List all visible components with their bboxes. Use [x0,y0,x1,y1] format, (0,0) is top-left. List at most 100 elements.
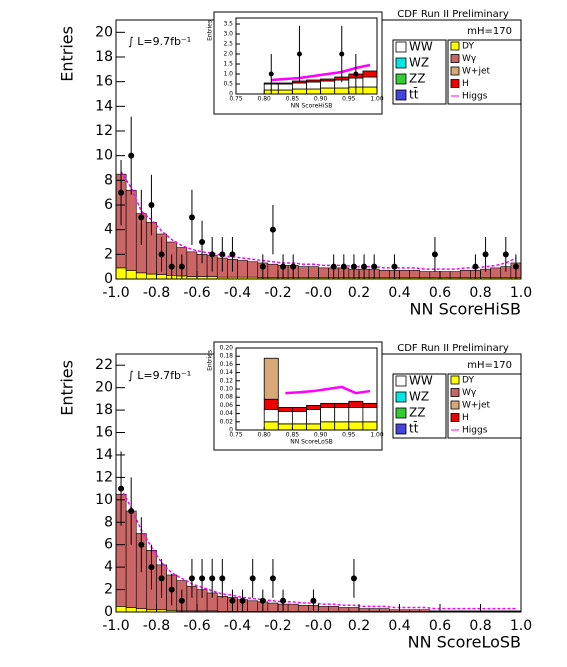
y-tick-label: 0.02 [220,418,234,425]
x-tick-label: -0.2 [264,618,291,634]
histogram-bar [459,270,471,279]
y-tick-label: 16 [95,74,113,90]
histogram-bar [334,421,350,431]
histogram-bar [277,423,293,431]
y-tick-label: 2 [104,246,113,262]
legend-swatch [395,41,407,53]
histogram-bar [277,82,293,85]
y-tick-label: 0 [229,91,233,98]
histogram-bar [500,610,512,612]
histogram-bar [125,270,137,280]
x-tick-label: 0.2 [348,285,370,301]
legend-swatch [450,54,460,63]
y-tick-label: 0.08 [220,394,234,401]
data-point [512,263,519,270]
data-point [269,226,276,233]
x-tick-label: 0.2 [348,618,370,634]
experiment-label: CDF Run II Preliminary [397,343,509,354]
histogram-bar [306,81,322,90]
data-point [290,263,297,270]
y-axis-title: Entries [207,20,214,41]
histogram-bar [334,87,350,95]
legend-swatch [450,66,460,76]
histogram-bar [263,409,279,423]
x-tick-label: 0.95 [342,432,356,439]
histogram-bar [320,407,336,423]
data-point [199,575,206,582]
legend-label: ZZ [409,72,425,86]
data-point [339,51,345,57]
legend-label: WZ [409,390,429,404]
legend-label: WW [409,40,433,54]
x-tick-label: -0.6 [183,618,210,634]
y-tick-label: 22 [95,357,113,373]
x-tick-label: 0.85 [286,96,300,103]
histogram-bar [318,267,329,279]
legend-label: DY [462,42,474,52]
data-point [259,597,266,604]
signal-line [120,171,517,270]
data-point [280,263,287,270]
histogram-bar [247,261,259,278]
histogram-bar [306,409,322,425]
data-point [128,152,135,159]
legend-swatch [395,375,407,387]
data-point [482,251,489,258]
histogram-bar [320,402,336,408]
y-tick-label: 0 [229,427,233,434]
y-tick-label: 20 [95,380,113,396]
data-point [168,586,175,593]
x-tick-label: 0.4 [388,618,410,634]
y-tick-label: 2 [104,582,113,598]
x-tick-label: -0.8 [143,618,170,634]
histogram-bar [510,610,522,612]
data-point [330,263,337,270]
histogram-bar [287,603,299,612]
legend-box [447,373,522,439]
histogram-bar [439,610,451,612]
legend-label: Wγ [462,54,477,64]
y-tick-label: 2.0 [223,51,233,58]
histogram-bar [263,421,279,431]
x-tick-label: 0.90 [314,432,328,439]
legend-swatch [450,388,460,397]
data-point [178,597,185,604]
histogram-bar [125,189,137,271]
data-point [431,251,438,258]
x-tick-label: 0.90 [314,96,328,103]
y-tick-label: 18 [95,49,113,65]
x-tick-label: 0.95 [342,96,356,103]
legend-label: W+jet [462,401,490,411]
histogram-bar [277,407,293,412]
x-tick-label: 1.0 [510,285,532,301]
histogram-bar [320,78,336,82]
histogram-bar [362,86,378,95]
x-tick-label: -1.0 [102,285,129,301]
histogram-bar [291,407,307,412]
histogram-bar [277,411,293,425]
y-tick-label: 8 [104,514,113,530]
data-point [219,575,226,582]
histogram-bar [320,421,336,431]
y-tick-label: 0.16 [220,361,234,368]
data-point [353,71,359,77]
inset-frame [213,11,383,115]
signal-line [285,385,371,395]
x-axis-title: NN ScoreHiSB [291,103,333,110]
histogram-bar [247,600,259,612]
histogram-bar [297,604,309,612]
y-tick-label: 16 [95,425,113,441]
x-tick-label: -0.6 [183,285,210,301]
data-point [269,575,276,582]
x-tick-label: 0.85 [286,432,300,439]
y-tick-label: 10 [95,492,113,508]
y-tick-label: 2.5 [223,41,233,48]
x-tick-label: 0.4 [388,285,410,301]
y-tick-label: 0.06 [220,402,234,409]
x-tick-label: 0.75 [229,96,243,103]
data-point [340,263,347,270]
luminosity-label: ∫ L=9.7fb⁻¹ [128,369,191,382]
signal-line [120,488,516,610]
data-point [199,239,206,245]
